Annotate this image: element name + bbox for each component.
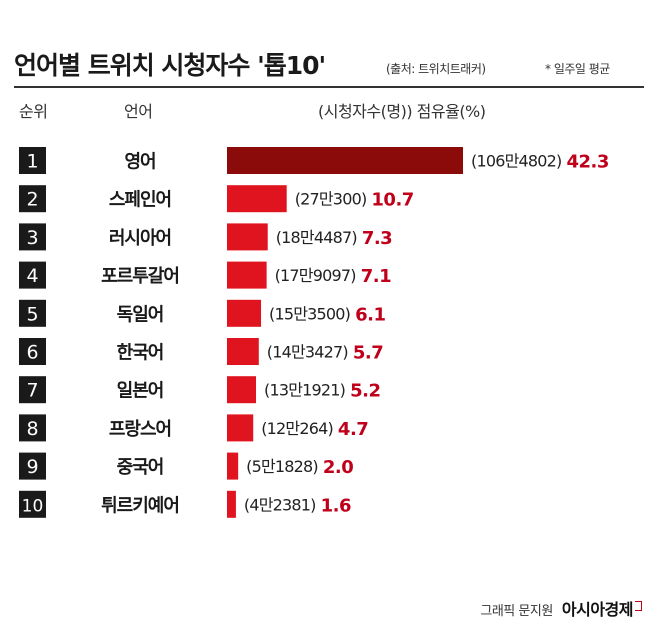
rank-label: 7 — [26, 380, 38, 402]
rank-box — [19, 299, 46, 327]
viewer-count-label: (14만3427) — [267, 343, 348, 362]
rank-column-header: 순위 — [19, 102, 48, 121]
bar — [227, 299, 262, 327]
bar — [227, 185, 287, 213]
bar — [227, 261, 267, 289]
source-note: (출처: 트위치트래커) — [386, 62, 486, 76]
viewer-count-label: (18만4487) — [276, 228, 357, 247]
language-label: 튀르키예어 — [101, 495, 179, 516]
share-value-label: 42.3 — [566, 152, 608, 173]
average-note: * 일주일 평균 — [545, 62, 610, 76]
graphic-credit: 그래픽 문지원 — [480, 604, 553, 619]
rank-box — [19, 185, 46, 213]
language-label: 한국어 — [117, 343, 164, 364]
language-label: 스페인어 — [109, 190, 171, 211]
bar — [227, 490, 236, 518]
bar — [227, 338, 259, 365]
rank-label: 4 — [26, 265, 38, 287]
rank-label: 1 — [26, 151, 38, 173]
brand-logo: 아시아경제 — [561, 600, 634, 619]
rank-label: 6 — [26, 342, 38, 364]
rank-box — [19, 490, 46, 518]
language-label: 러시아어 — [109, 228, 171, 249]
share-value-label: 4.7 — [338, 419, 368, 440]
language-label: 영어 — [124, 152, 155, 173]
chart-title: 언어별 트위치 시청자수 '톱10' — [14, 51, 326, 80]
viewer-count-label: (15만3500) — [269, 304, 350, 323]
bar — [227, 147, 463, 174]
viewer-count-label: (27만300) — [295, 190, 367, 209]
values-column-header: (시청자수(명)) 점유율(%) — [318, 102, 486, 121]
rank-box — [19, 376, 46, 404]
share-value-label: 5.7 — [353, 343, 383, 364]
language-label: 독일어 — [117, 304, 164, 325]
rank-box — [19, 147, 46, 174]
bar — [227, 376, 257, 404]
viewer-count-label: (17만9097) — [275, 266, 356, 285]
viewer-count-label: (12만264) — [261, 419, 333, 438]
rank-label: 9 — [26, 456, 38, 478]
language-label: 일본어 — [117, 381, 164, 402]
rank-label: 5 — [26, 303, 38, 325]
language-label: 프랑스어 — [109, 419, 171, 440]
bar — [227, 223, 268, 251]
rank-box — [19, 338, 46, 365]
rank-label: 10 — [22, 496, 44, 516]
chart-header: 언어별 트위치 시청자수 '톱10' (출처: 트위치트래커) * 일주일 평균 — [14, 46, 644, 86]
language-label: 포르투갈어 — [101, 265, 179, 287]
share-value-label: 5.2 — [350, 381, 380, 402]
rank-box — [19, 414, 46, 442]
rank-box — [19, 223, 46, 251]
viewer-count-label: (5만1828) — [246, 457, 318, 476]
share-value-label: 7.3 — [362, 228, 392, 249]
header-divider — [14, 86, 644, 88]
share-value-label: 6.1 — [355, 304, 385, 325]
footer: 그래픽 문지원 아시아경제 — [480, 596, 642, 620]
rank-box — [19, 261, 46, 289]
rank-label: 2 — [26, 189, 38, 211]
bar — [227, 414, 254, 442]
share-value-label: 7.1 — [361, 266, 391, 287]
viewer-count-label: (106만4802) — [471, 152, 561, 171]
rank-label: 8 — [26, 418, 38, 440]
share-value-label: 1.6 — [321, 495, 351, 516]
viewer-count-label: (4만2381) — [244, 495, 316, 514]
language-label: 중국어 — [117, 457, 164, 478]
viewer-count-label: (13만1921) — [264, 381, 345, 400]
share-value-label: 10.7 — [371, 190, 413, 211]
language-column-header: 언어 — [124, 102, 153, 121]
rank-label: 3 — [26, 227, 38, 249]
brand-mark-icon — [635, 601, 642, 611]
share-value-label: 2.0 — [323, 457, 353, 478]
rank-box — [19, 452, 46, 480]
bar — [227, 452, 239, 480]
